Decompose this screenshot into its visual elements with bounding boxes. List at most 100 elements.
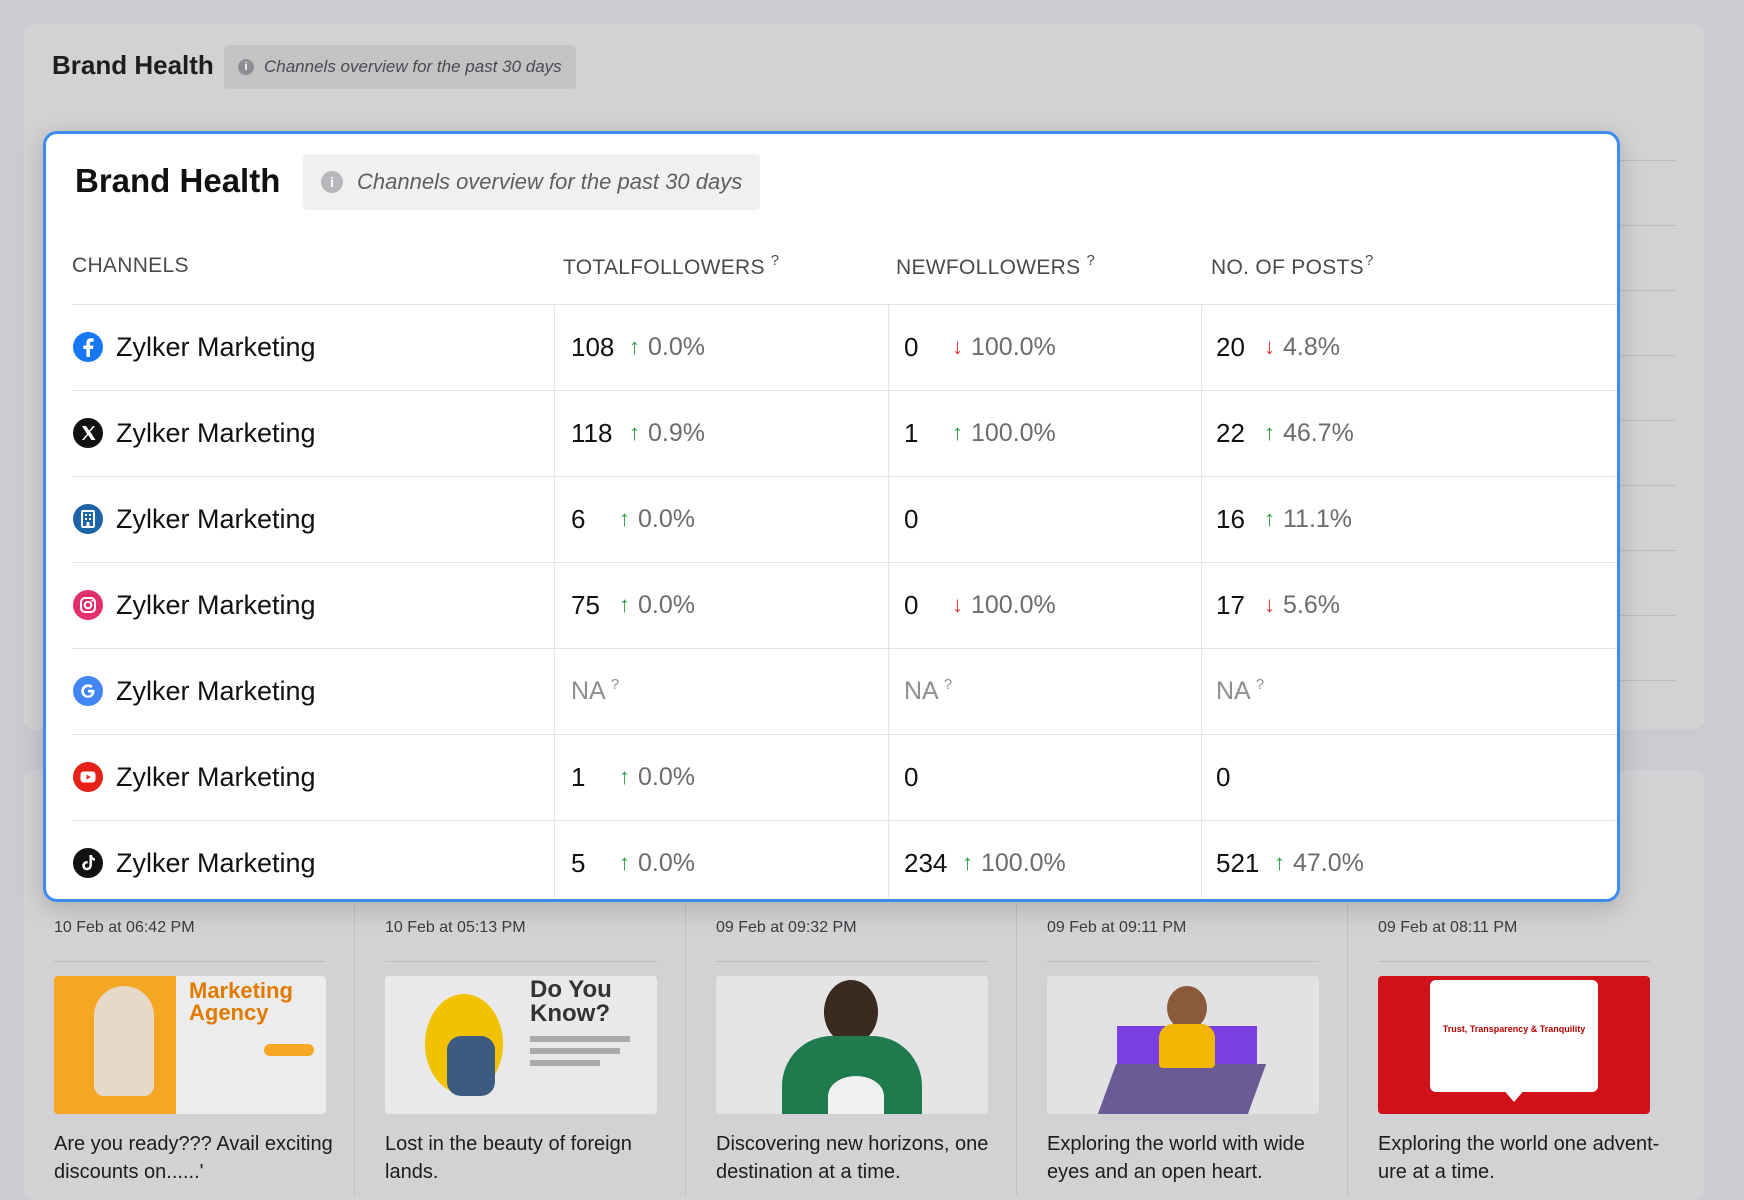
channel-cell[interactable]: Zylker Marketing (72, 820, 316, 899)
help-icon[interactable]: ? (610, 675, 620, 693)
table-row[interactable]: Zylker Marketing 1 ↑ 0.0% 0 0 (46, 734, 1617, 820)
help-icon[interactable]: ? (1255, 675, 1265, 693)
divider (385, 961, 657, 962)
total-followers-cell: 118 ↑ 0.9% (571, 390, 705, 476)
channel-cell[interactable]: Zylker Marketing (72, 562, 316, 648)
table-row[interactable]: Zylker Marketing 6 ↑ 0.0% 0 16 ↑ 11.1% (46, 476, 1617, 562)
total-followers-cell: 5 ↑ 0.0% (571, 820, 695, 899)
background-info-banner: i Channels overview for the past 30 days (224, 45, 576, 89)
metric-value: 0 (904, 331, 919, 362)
metric-value: 521 (1216, 847, 1260, 878)
posts-count-cell: 16 ↑ 11.1% (1216, 476, 1352, 562)
new-followers-cell: 0 (904, 476, 952, 562)
trend-up-icon: ↑ (619, 592, 630, 617)
metric-value: 17 (1216, 589, 1245, 620)
change-percent: 100.0% (971, 418, 1056, 447)
channel-name: Zylker Marketing (116, 503, 316, 534)
metric-value: 0 (904, 589, 919, 620)
metric-value: 20 (1216, 331, 1245, 362)
table-row[interactable]: Zylker Marketing 108 ↑ 0.0% 0 ↓ 100.0% 20 ↓ 4.8% (46, 304, 1617, 390)
channel-cell[interactable]: Zylker Marketing (72, 476, 316, 562)
metric-value: 75 (571, 589, 600, 620)
new-followers-cell: 0 ↓ 100.0% (904, 562, 1056, 648)
post-card[interactable]: 09 Feb at 08:11 PM Trust, Transparency &… (1348, 905, 1679, 1195)
header-new-followers[interactable]: NEWFOLLOWERS ? (896, 252, 1095, 280)
trend-up-icon: ↑ (619, 850, 630, 875)
row-divider (72, 734, 1617, 735)
metric-value: 118 (571, 417, 613, 448)
table-row[interactable]: Zylker Marketing 5 ↑ 0.0% 234 ↑ 100.0% 521 ↑ 47.0… (46, 820, 1617, 899)
help-icon[interactable]: ? (1086, 252, 1096, 269)
channel-cell[interactable]: Zylker Marketing (72, 648, 316, 734)
post-thumbnail[interactable]: Trust, Transparency & Tranquility (1378, 976, 1650, 1114)
table-row[interactable]: Zylker Marketing 75 ↑ 0.0% 0 ↓ 100.0% 17 ↓ 5.6% (46, 562, 1617, 648)
instagram-icon (72, 589, 104, 621)
post-date: 09 Feb at 09:11 PM (1047, 919, 1187, 936)
channel-cell[interactable]: Zylker Marketing (72, 304, 316, 390)
post-date: 09 Feb at 08:11 PM (1378, 919, 1518, 936)
help-icon[interactable]: ? (770, 252, 780, 269)
help-icon[interactable]: ? (1364, 252, 1374, 269)
not-available-value: NA (571, 676, 606, 705)
change-percent: 46.7% (1283, 418, 1354, 447)
background-info-text: Channels overview for the past 30 days (264, 57, 562, 76)
post-date: 10 Feb at 06:42 PM (54, 919, 195, 936)
post-thumbnail[interactable]: Do You Know? (385, 976, 657, 1114)
channel-cell[interactable]: Zylker Marketing (72, 390, 316, 476)
post-date: 09 Feb at 09:32 PM (716, 919, 857, 936)
not-available-value: NA (904, 676, 939, 705)
linkedin-page-icon (72, 503, 104, 535)
divider (1047, 961, 1319, 962)
post-card[interactable]: 09 Feb at 09:11 PM Exploring the world w… (1017, 905, 1348, 1195)
metric-value: 108 (571, 331, 615, 362)
posts-count-cell: 0 (1216, 734, 1264, 820)
post-thumbnail[interactable] (1047, 976, 1319, 1114)
channel-cell[interactable]: Zylker Marketing (72, 734, 316, 820)
metric-value: 0 (904, 761, 919, 792)
header-label: TOTALFOLLOWERS (563, 256, 765, 279)
post-thumbnail[interactable] (716, 976, 988, 1114)
channel-name: Zylker Marketing (116, 331, 316, 362)
metric-value: 6 (571, 503, 586, 534)
metric-value: 1 (571, 761, 586, 792)
youtube-icon (72, 761, 104, 793)
metric-value: 0 (1216, 761, 1231, 792)
header-label: NEWFOLLOWERS (896, 256, 1081, 279)
divider (54, 961, 326, 962)
header-total-followers[interactable]: TOTALFOLLOWERS ? (563, 252, 779, 280)
total-followers-cell: 75 ↑ 0.0% (571, 562, 695, 648)
trend-up-icon: ↑ (1274, 850, 1285, 875)
metric-value: 5 (571, 847, 586, 878)
trend-up-icon: ↑ (619, 506, 630, 531)
metric-value: 16 (1216, 503, 1245, 534)
table-row[interactable]: Zylker Marketing 118 ↑ 0.9% 1 ↑ 100.0% 22 ↑ 46.7% (46, 390, 1617, 476)
thumbnail-caption: Marketing Agency (189, 978, 293, 1025)
total-followers-cell: NA? (571, 648, 619, 734)
change-percent: 4.8% (1283, 332, 1340, 361)
trend-up-icon: ↑ (629, 420, 640, 445)
trend-up-icon: ↑ (952, 420, 963, 445)
trend-up-icon: ↑ (619, 764, 630, 789)
thumbnail-caption: Trust, Transparency & Tranquility (1442, 1024, 1586, 1034)
posts-count-cell: 22 ↑ 46.7% (1216, 390, 1354, 476)
info-icon: i (238, 59, 254, 75)
info-banner: i Channels overview for the past 30 days (303, 154, 761, 210)
post-card[interactable]: 09 Feb at 09:32 PM Discovering new horiz… (686, 905, 1017, 1195)
metric-value: 234 (904, 847, 948, 878)
new-followers-cell: 0 ↓ 100.0% (904, 304, 1056, 390)
info-icon: i (321, 171, 343, 193)
help-icon[interactable]: ? (943, 675, 953, 693)
table-header: CHANNELS TOTALFOLLOWERS ? NEWFOLLOWERS ?… (46, 252, 1617, 304)
metric-value: 0 (904, 503, 919, 534)
posts-count-cell: 17 ↓ 5.6% (1216, 562, 1340, 648)
divider (716, 961, 988, 962)
column-divider (1201, 304, 1202, 899)
post-thumbnail[interactable]: Marketing Agency (54, 976, 326, 1114)
post-card[interactable]: 10 Feb at 05:13 PM Do You Know? Lost in … (355, 905, 686, 1195)
header-no-of-posts[interactable]: NO. OF POSTS ? (1211, 252, 1374, 280)
channel-name: Zylker Marketing (116, 761, 316, 792)
total-followers-cell: 1 ↑ 0.0% (571, 734, 695, 820)
post-card[interactable]: 10 Feb at 06:42 PM Marketing Agency Are … (24, 905, 355, 1195)
change-percent: 100.0% (971, 332, 1056, 361)
table-row[interactable]: Zylker Marketing NA? NA? NA? (46, 648, 1617, 734)
